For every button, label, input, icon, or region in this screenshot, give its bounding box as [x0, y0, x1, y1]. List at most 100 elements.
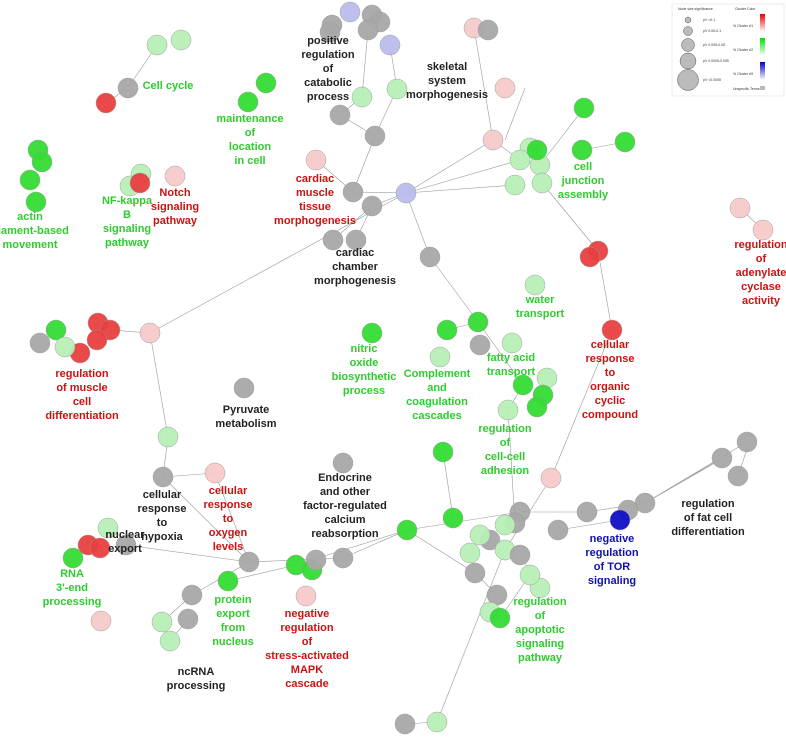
node-label: cellular	[143, 489, 182, 501]
node-label: oxide	[350, 357, 379, 369]
node	[469, 524, 491, 546]
node	[609, 509, 631, 531]
node-label: cell	[574, 161, 592, 173]
node	[426, 711, 448, 733]
node	[494, 77, 516, 99]
node	[332, 452, 354, 474]
node-label: cellular	[591, 339, 630, 351]
node-label: actin	[17, 211, 43, 223]
node-label: RNA	[60, 568, 84, 580]
node-label: of	[756, 253, 767, 265]
legend-size-circle	[684, 16, 692, 24]
node	[395, 182, 417, 204]
node-label: to	[223, 513, 234, 525]
node-label: positive	[307, 35, 349, 47]
node	[62, 547, 84, 569]
edge	[442, 451, 454, 519]
edge	[149, 332, 169, 438]
node-label: regulation	[585, 547, 638, 559]
legend-swatch	[760, 38, 765, 56]
node	[379, 34, 401, 56]
node-label: regulation	[513, 596, 566, 608]
node	[25, 191, 47, 213]
node	[573, 97, 595, 119]
node-label: levels	[213, 541, 244, 553]
edge	[227, 564, 297, 582]
node	[526, 139, 548, 161]
node-label: of	[323, 63, 334, 75]
node	[504, 174, 526, 196]
node-label: signaling	[103, 223, 151, 235]
node	[357, 19, 379, 41]
node-label: nucleus	[212, 636, 254, 648]
node-label: pathway	[153, 215, 198, 227]
node	[151, 611, 173, 633]
node-label: to	[157, 517, 168, 529]
node-label: of TOR	[594, 561, 631, 573]
node-label: cell	[73, 396, 91, 408]
node	[217, 570, 239, 592]
node	[45, 319, 67, 341]
node	[531, 172, 553, 194]
node-label: transport	[487, 366, 536, 378]
node-label: cyclic	[595, 395, 626, 407]
node	[396, 519, 418, 541]
node-label: of fat cell	[684, 512, 732, 524]
node	[519, 564, 541, 586]
node-label: cardiac	[296, 173, 335, 185]
node-label: morphogenesis	[406, 89, 488, 101]
node-label: Cell cycle	[143, 80, 194, 92]
node-label: pathway	[518, 652, 563, 664]
node-label: NF-kappa	[102, 195, 153, 207]
node	[601, 319, 623, 341]
node-label: Endocrine	[318, 472, 372, 484]
node-label: response	[586, 353, 635, 365]
labels: positive regulation of catabolic process skel…	[0, 35, 786, 692]
node	[89, 537, 111, 559]
node-label: cellular	[209, 485, 248, 497]
node	[711, 447, 733, 469]
nodes	[19, 1, 774, 735]
node-label: protein	[214, 594, 252, 606]
edge	[162, 476, 250, 563]
node	[29, 332, 51, 354]
legend-size-label: pV 0.05-0.1	[703, 29, 721, 33]
node-label: compound	[582, 409, 638, 421]
legend-size-label: pV 0.0005-0.005	[703, 59, 729, 63]
edge	[405, 192, 431, 258]
node-label: chamber	[332, 261, 379, 273]
node	[364, 125, 386, 147]
edge	[539, 107, 585, 166]
node	[469, 334, 491, 356]
node	[342, 181, 364, 203]
node	[736, 431, 758, 453]
node-label: filament-based	[0, 225, 69, 237]
node	[157, 426, 179, 448]
node	[86, 329, 108, 351]
node-label: tissue	[299, 201, 331, 213]
node	[576, 501, 598, 523]
node	[90, 610, 112, 632]
node-label: Notch	[159, 187, 190, 199]
edge	[429, 256, 479, 323]
node-label: nuclear	[105, 529, 145, 541]
node-label: catabolic	[304, 77, 352, 89]
node	[322, 229, 344, 251]
node	[571, 139, 593, 161]
node	[419, 246, 441, 268]
node	[614, 131, 636, 153]
node	[345, 229, 367, 251]
node	[467, 311, 489, 333]
edge	[342, 529, 408, 559]
node-label: pathway	[105, 237, 150, 249]
node	[181, 584, 203, 606]
legend-color-label: Unspecific Terms	[733, 87, 760, 91]
legend-color-label: % Cluster #2	[733, 48, 753, 52]
node-label: stress-activated	[265, 650, 349, 662]
legend-color-title: Cluster Color	[735, 7, 756, 11]
node	[319, 21, 341, 43]
node-label: organic	[590, 381, 630, 393]
node-label: Pyruvate	[223, 404, 269, 416]
node	[117, 77, 139, 99]
node-label: metabolism	[215, 418, 276, 430]
